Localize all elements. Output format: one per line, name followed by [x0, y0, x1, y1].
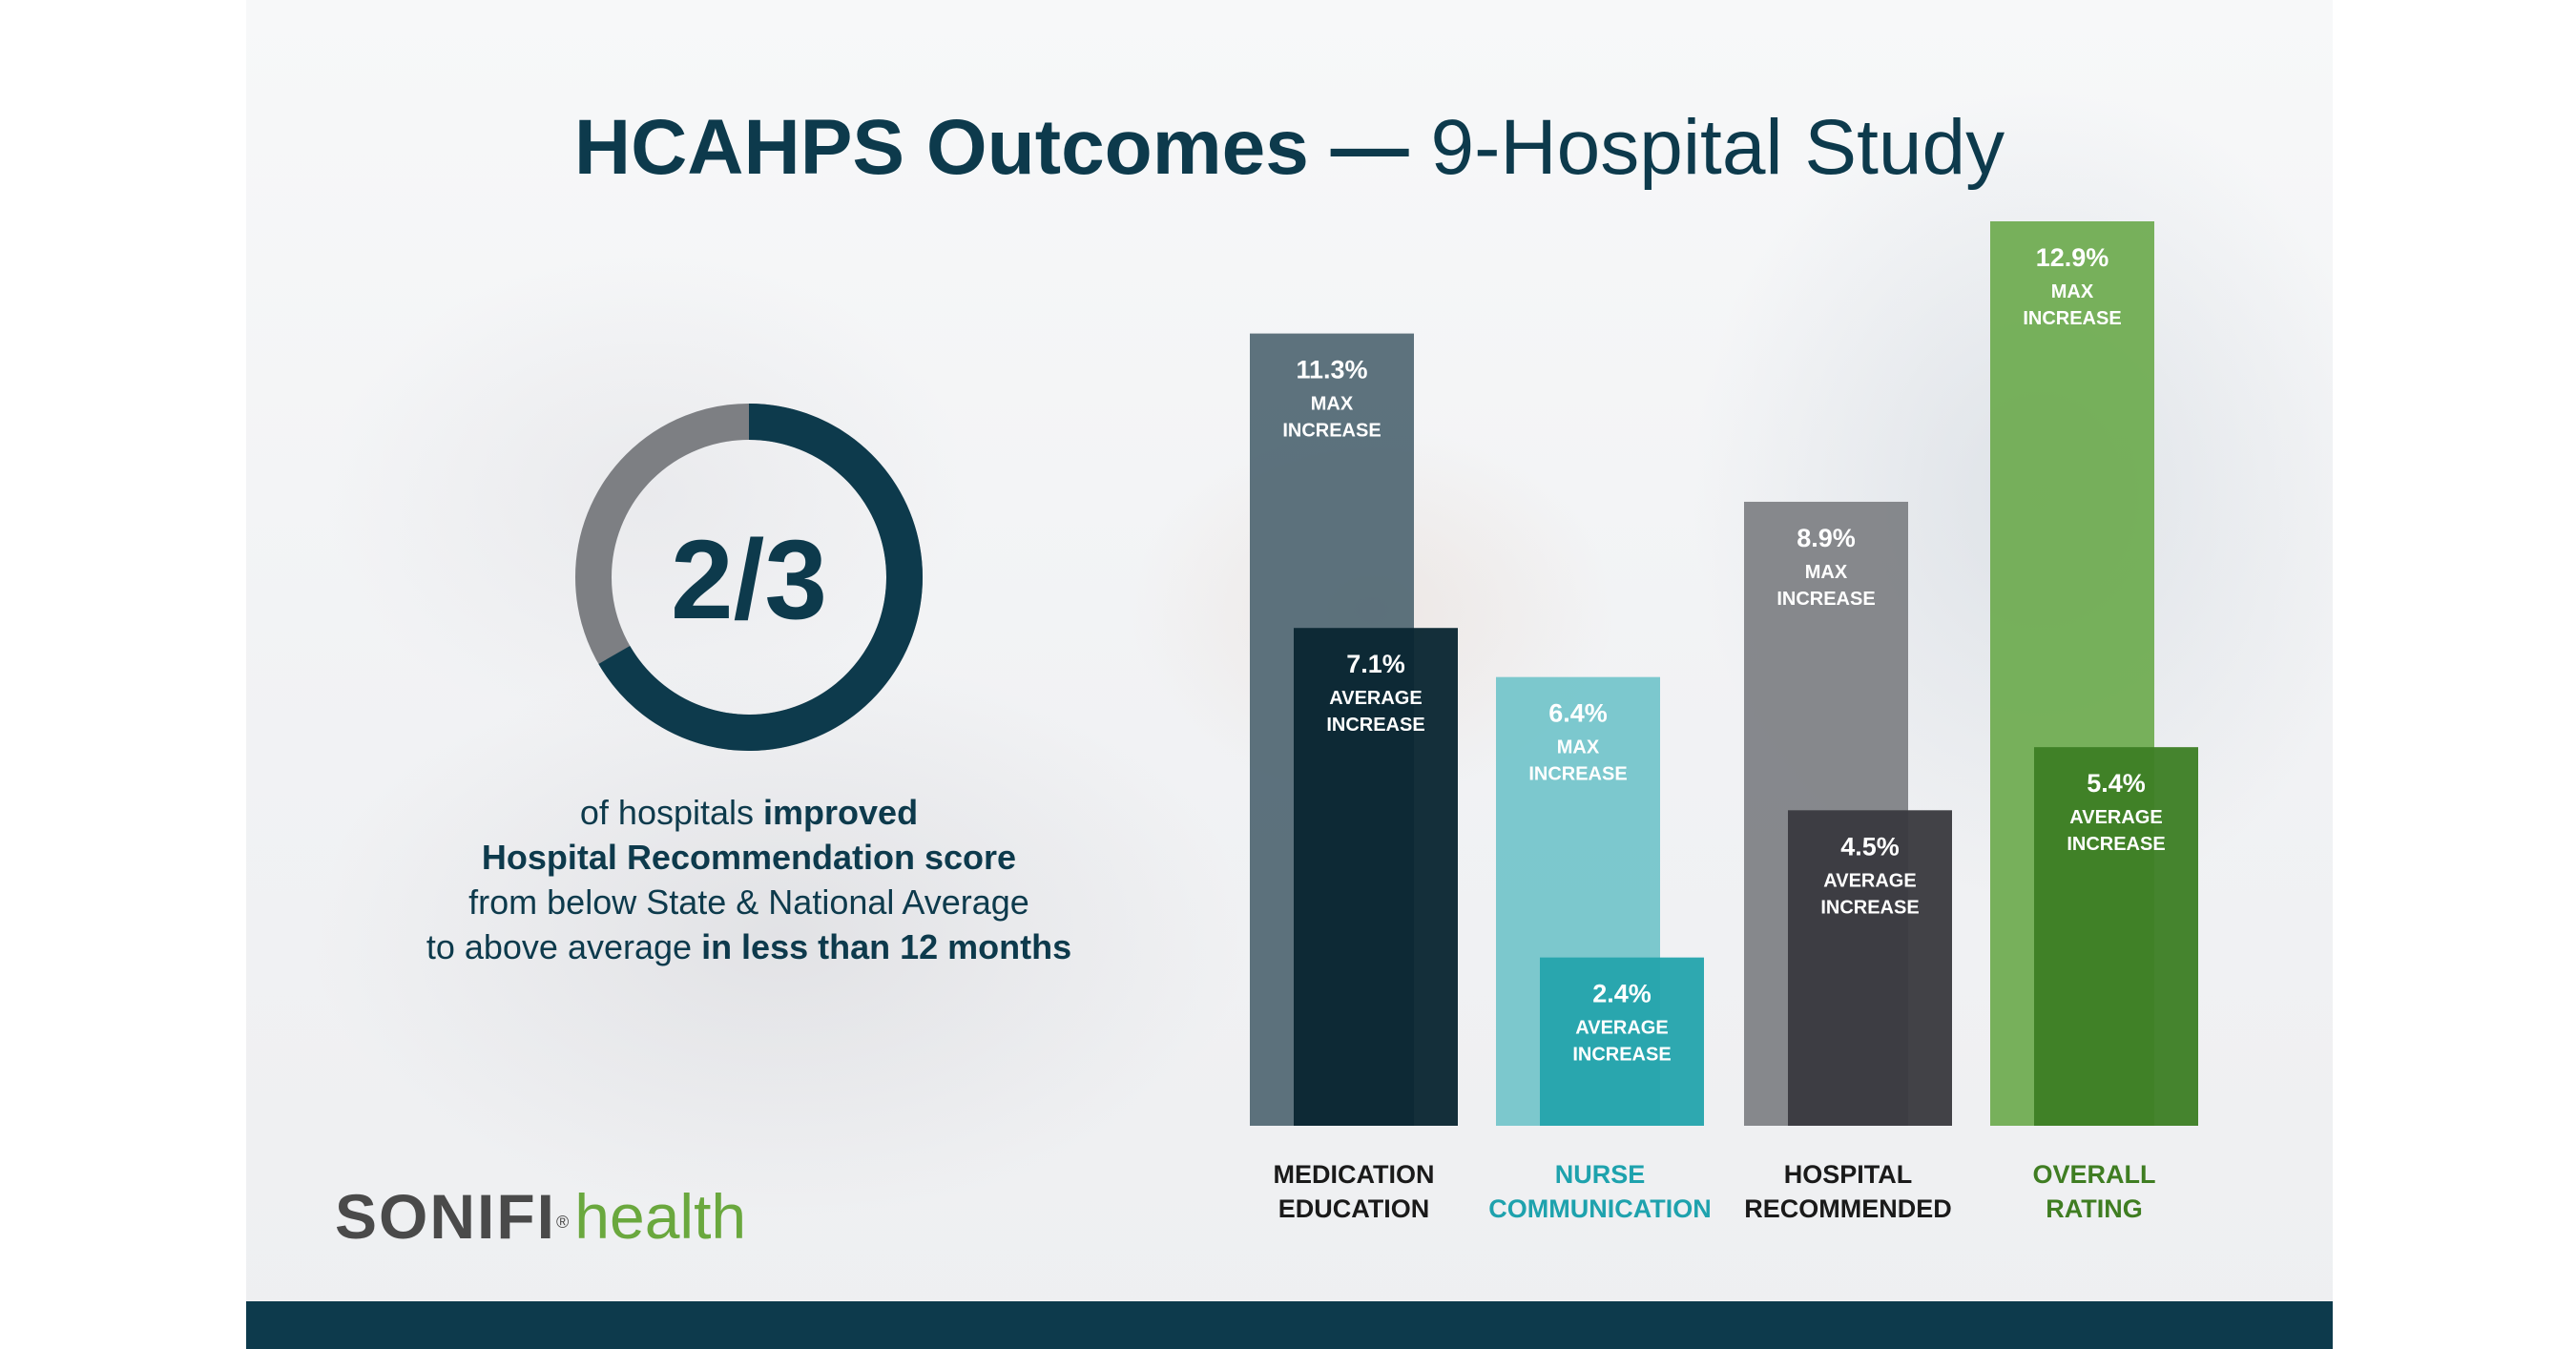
page-title: HCAHPS Outcomes — 9-Hospital Study [246, 103, 2333, 193]
category-label-line2: COMMUNICATION [1488, 1194, 1711, 1223]
max-caption-line2: INCREASE [1282, 421, 1381, 442]
max-caption-line1: MAX [1311, 394, 1354, 415]
category-label-line2: RATING [2046, 1194, 2143, 1223]
category-label-line1: OVERALL [2032, 1160, 2155, 1189]
average-caption-line1: AVERAGE [2069, 807, 2162, 828]
caption-line-1: of hospitals improved [579, 793, 919, 832]
max-value-label: 8.9% [1797, 524, 1856, 552]
average-caption-line1: AVERAGE [1575, 1018, 1668, 1039]
max-value-label: 12.9% [2036, 243, 2109, 272]
average-value-label: 4.5% [1840, 832, 1900, 861]
sonifi-health-logo: SONIFI®health [335, 1178, 746, 1255]
average-bar [2034, 747, 2198, 1126]
max-caption-line2: INCREASE [1776, 589, 1875, 610]
category-label-line1: MEDICATION [1274, 1160, 1435, 1189]
average-caption-line2: INCREASE [1820, 897, 1919, 918]
max-caption-line1: MAX [1557, 737, 1600, 758]
average-value-label: 2.4% [1592, 980, 1652, 1008]
max-value-label: 6.4% [1548, 699, 1608, 728]
average-bar [1540, 957, 1704, 1126]
fraction-donut: 2/3 [575, 404, 923, 751]
title-bold: HCAHPS Outcomes — [573, 104, 1409, 191]
bar-chart: 11.3% MAX INCREASE 7.1% AVERAGE INCREASE MEDIC… [1250, 221, 2198, 1223]
category-label-line1: HOSPITAL [1784, 1160, 1913, 1189]
average-value-label: 7.1% [1346, 650, 1405, 678]
footer-band [246, 1301, 2333, 1349]
infographic-panel: HCAHPS Outcomes — 9-Hospital Study 2/3 o… [246, 0, 2333, 1349]
average-caption-line1: AVERAGE [1823, 870, 1916, 891]
fraction-text: 2/3 [671, 517, 827, 643]
max-caption-line2: INCREASE [1528, 764, 1627, 785]
caption-line-2: Hospital Recommendation score [481, 838, 1017, 877]
average-caption-line2: INCREASE [2067, 834, 2165, 855]
average-caption-line1: AVERAGE [1329, 688, 1422, 709]
average-bar [1294, 628, 1458, 1126]
max-caption-line1: MAX [1805, 562, 1848, 583]
logo-brand: SONIFI [335, 1181, 557, 1252]
average-caption-line2: INCREASE [1326, 715, 1424, 736]
caption-line-4: to above average in less than 12 months [426, 927, 1072, 966]
logo-suffix: health [574, 1181, 747, 1252]
title-light: 9-Hospital Study [1430, 104, 2005, 191]
max-value-label: 11.3% [1296, 356, 1367, 384]
category-label-line2: RECOMMENDED [1744, 1194, 1952, 1223]
max-caption-line1: MAX [2051, 281, 2094, 302]
logo-registered-mark: ® [556, 1213, 570, 1232]
caption-line-3: from below State & National Average [468, 882, 1029, 922]
donut-fill-arc [598, 404, 923, 751]
average-caption-line2: INCREASE [1572, 1045, 1671, 1066]
average-value-label: 5.4% [2087, 769, 2146, 798]
max-caption-line2: INCREASE [2023, 308, 2121, 329]
average-bar [1788, 810, 1952, 1126]
category-label-line2: EDUCATION [1278, 1194, 1430, 1223]
category-label-line1: NURSE [1555, 1160, 1646, 1189]
stat-caption: of hospitals improved Hospital Recommend… [342, 790, 1156, 969]
